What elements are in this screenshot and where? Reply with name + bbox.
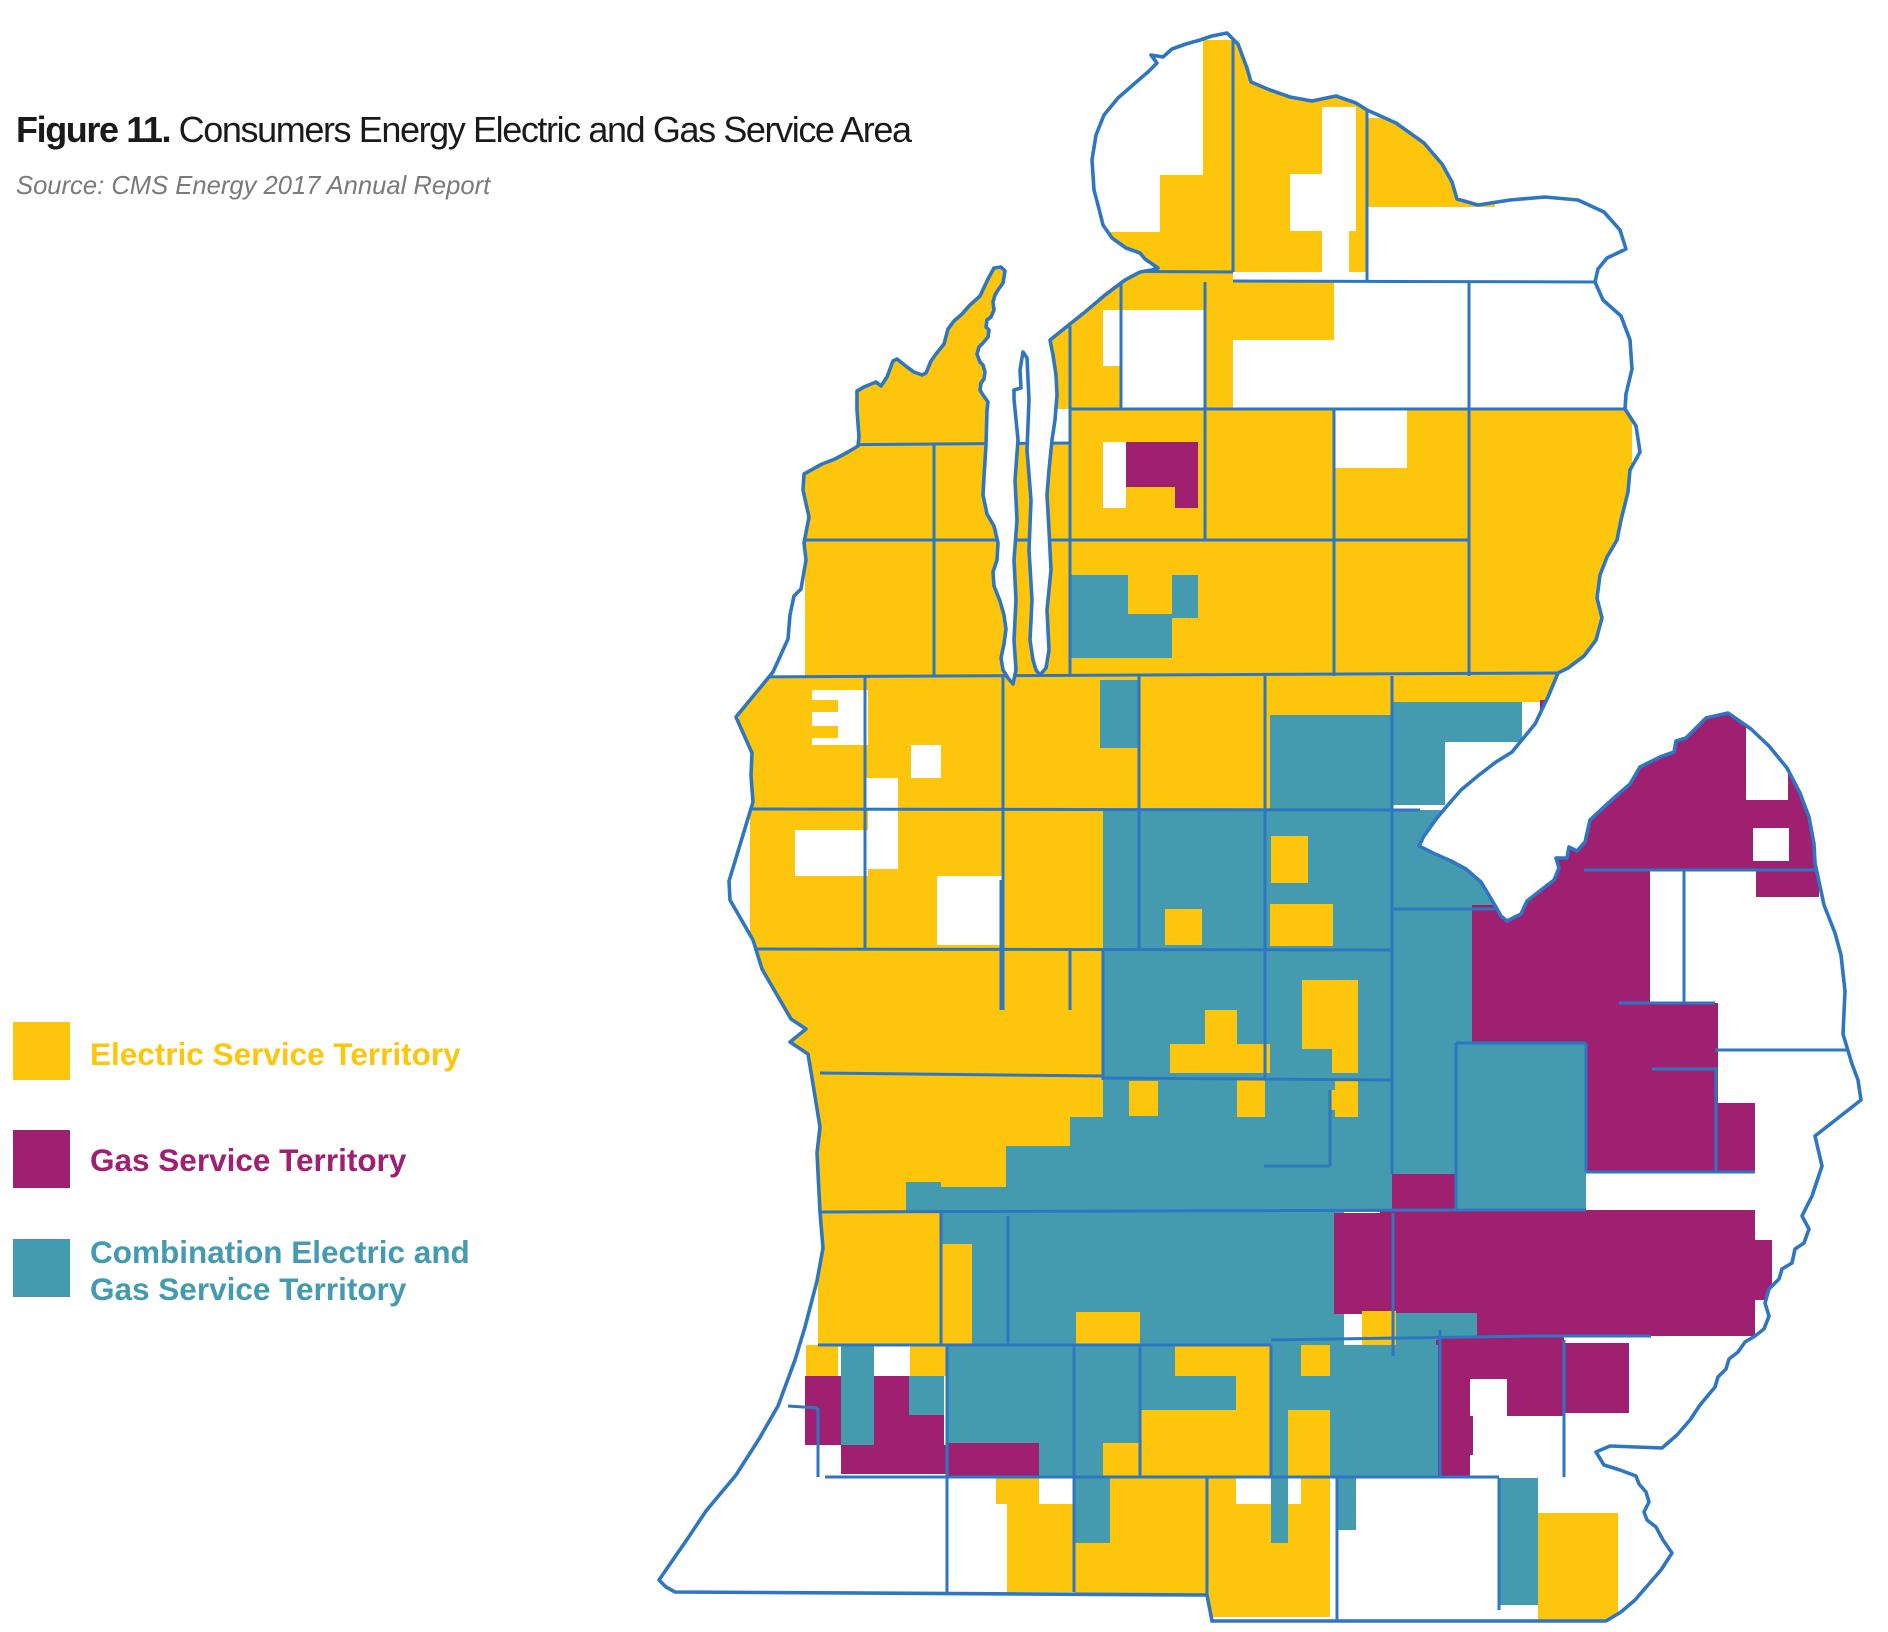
svg-text:Gas Service Territory: Gas Service Territory <box>90 1142 407 1178</box>
svg-text:Combination Electric and: Combination Electric and <box>90 1234 470 1270</box>
svg-text:Electric Service Territory: Electric Service Territory <box>90 1036 461 1072</box>
svg-text:Source: CMS Energy 2017 Annual: Source: CMS Energy 2017 Annual Report <box>16 172 491 200</box>
svg-text:Figure 11. Consumers Energy El: Figure 11. Consumers Energy Electric and… <box>16 109 913 150</box>
svg-text:Gas Service Territory: Gas Service Territory <box>90 1271 407 1307</box>
